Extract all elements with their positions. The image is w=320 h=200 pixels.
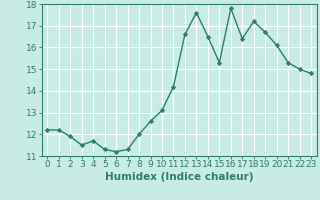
X-axis label: Humidex (Indice chaleur): Humidex (Indice chaleur) xyxy=(105,172,253,182)
